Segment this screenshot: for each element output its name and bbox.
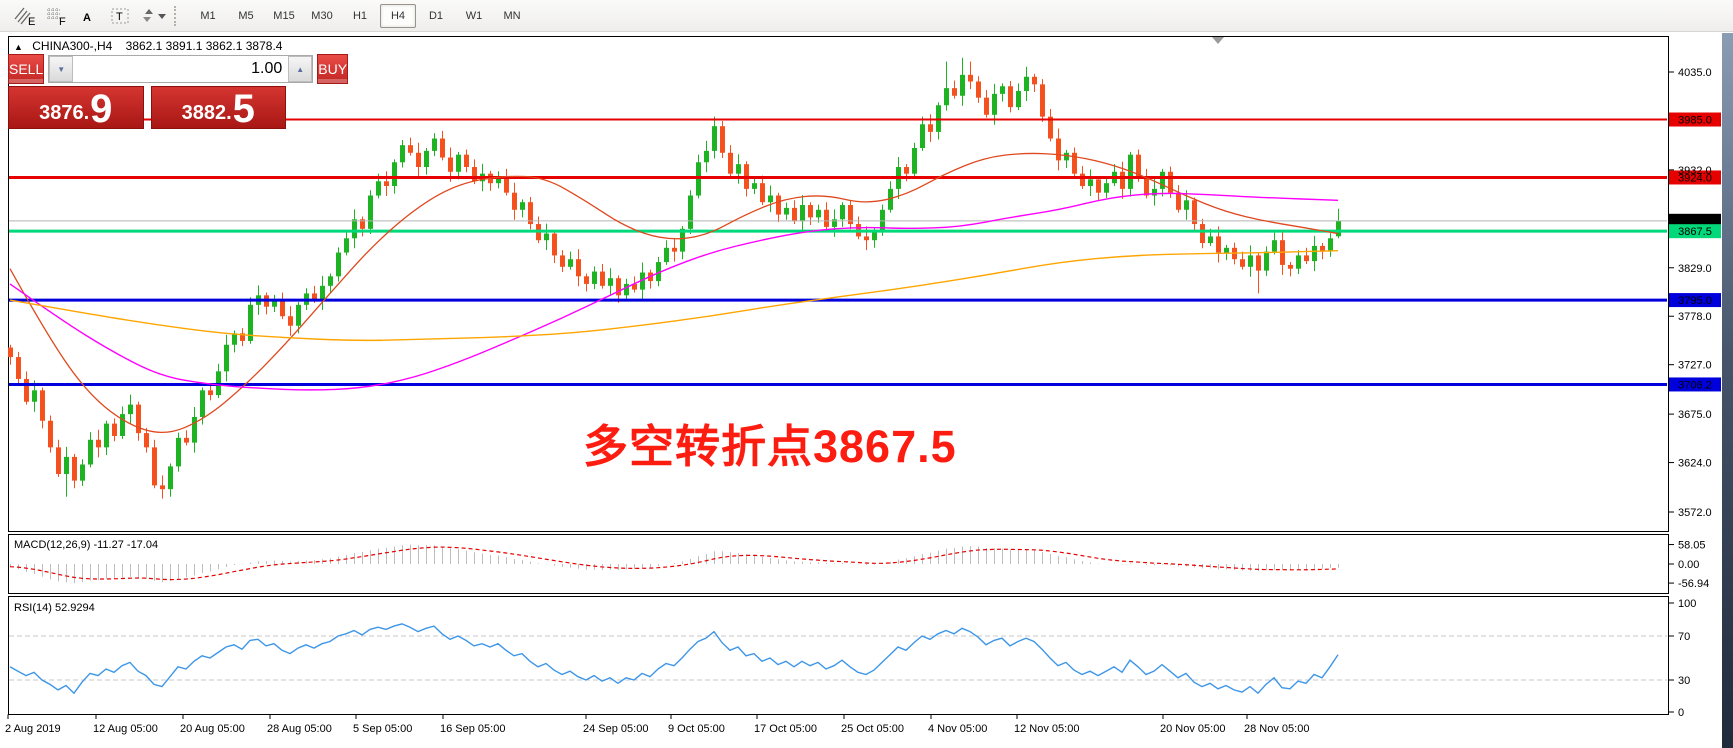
svg-text:25 Oct 05:00: 25 Oct 05:00 <box>841 723 904 735</box>
timeframe-button-group: M1 M5 M15 M30 H1 H4 D1 W1 MN <box>190 3 532 28</box>
tf-button-d1[interactable]: D1 <box>428 9 444 22</box>
svg-text:28 Aug 05:00: 28 Aug 05:00 <box>267 723 332 735</box>
textbox-icon[interactable]: T <box>104 3 136 29</box>
price-axis: 3985.03924.03878.43867.53795.03706.24035… <box>1668 67 1721 519</box>
candles-layer <box>8 57 1341 499</box>
moving-averages-layer <box>9 152 1339 433</box>
collapse-panel-icon[interactable]: ▲ <box>14 42 23 52</box>
chart-annotation-text: 多空转折点3867.5 <box>583 421 957 472</box>
svg-text:17 Oct 05:00: 17 Oct 05:00 <box>754 723 817 735</box>
svg-text:24 Sep 05:00: 24 Sep 05:00 <box>583 723 648 735</box>
svg-text:E: E <box>28 16 35 26</box>
svg-text:3727.0: 3727.0 <box>1678 360 1712 372</box>
ma-fast <box>9 152 1339 433</box>
ask-price-big-digit: 5 <box>232 87 255 132</box>
svg-text:2 Aug 2019: 2 Aug 2019 <box>5 723 61 735</box>
volume-input[interactable] <box>73 56 289 82</box>
svg-text:3706.2: 3706.2 <box>1678 379 1712 391</box>
rsi-pane: 100 70 30 0 <box>9 598 1696 719</box>
time-axis: 2 Aug 2019 12 Aug 05:00 20 Aug 05:00 28 Aug… <box>5 714 1309 735</box>
svg-text:3795.0: 3795.0 <box>1678 295 1712 307</box>
svg-text:0: 0 <box>1678 707 1684 719</box>
svg-text:30: 30 <box>1678 675 1690 687</box>
ma-slow <box>9 249 1339 342</box>
svg-text:12 Nov 05:00: 12 Nov 05:00 <box>1014 723 1079 735</box>
window-edge-strip <box>1722 33 1733 748</box>
bid-price-big-digit: 9 <box>90 87 113 132</box>
svg-text:4035.0: 4035.0 <box>1678 67 1712 79</box>
svg-text:3867.5: 3867.5 <box>1678 226 1712 238</box>
macd-label: MACD(12,26,9) -11.27 -17.04 <box>14 539 158 551</box>
one-click-trading-panel: SELL ▼ ▲ BUY 3876.9 3882.5 <box>8 54 349 132</box>
pane-borders <box>8 36 1669 715</box>
svg-text:A: A <box>83 12 91 24</box>
buy-button[interactable]: BUY <box>317 54 349 84</box>
volume-decrease-icon[interactable]: ▼ <box>49 56 74 82</box>
svg-text:9 Oct 05:00: 9 Oct 05:00 <box>668 723 725 735</box>
svg-text:3778.0: 3778.0 <box>1678 311 1712 323</box>
macd-pane: 58.05 0.00 -56.94 <box>9 540 1709 590</box>
svg-text:5 Sep 05:00: 5 Sep 05:00 <box>353 723 412 735</box>
chart-shift-marker-icon <box>1212 37 1224 44</box>
tf-button-w1[interactable]: W1 <box>465 9 483 22</box>
svg-text:3624.0: 3624.0 <box>1678 458 1712 470</box>
svg-text:20 Aug 05:00: 20 Aug 05:00 <box>180 723 245 735</box>
bid-price-main: 3876 <box>39 102 84 124</box>
tf-button-m1[interactable]: M1 <box>200 9 216 22</box>
bid-price-panel[interactable]: 3876. 9 <box>8 86 144 129</box>
tf-button-mn[interactable]: MN <box>503 9 521 22</box>
ask-price-dot: . <box>226 102 232 124</box>
chart-canvas[interactable]: 3985.03924.03878.43867.53795.03706.24035… <box>0 32 1733 748</box>
svg-text:70: 70 <box>1678 631 1690 643</box>
svg-text:3675.0: 3675.0 <box>1678 409 1712 421</box>
volume-increase-icon[interactable]: ▲ <box>288 56 313 82</box>
svg-text:3829.0: 3829.0 <box>1678 263 1712 275</box>
volume-spinner: ▼ ▲ <box>48 55 314 83</box>
toolbar: E F A T M1 M5 M15 M30 H1 H4 D1 W1 MN <box>0 0 1733 32</box>
svg-text:3924.0: 3924.0 <box>1678 172 1712 184</box>
ohlc-readout: 3862.1 3891.1 3862.1 3878.4 <box>125 39 283 53</box>
chart-hatch-icon[interactable]: E <box>8 3 40 29</box>
tf-button-h1[interactable]: H1 <box>352 9 368 22</box>
ma-medium <box>9 192 1339 391</box>
svg-text:0.00: 0.00 <box>1678 559 1699 571</box>
svg-text:3985.0: 3985.0 <box>1678 115 1712 127</box>
tf-button-m30[interactable]: M30 <box>311 9 333 22</box>
tf-button-m15[interactable]: M15 <box>273 9 295 22</box>
rsi-label: RSI(14) 52.9294 <box>14 602 95 614</box>
swap-arrows-icon[interactable] <box>136 3 168 29</box>
grid-f-icon[interactable]: F <box>40 3 72 29</box>
svg-text:T: T <box>116 11 123 23</box>
svg-text:-56.94: -56.94 <box>1678 578 1709 590</box>
svg-text:28 Nov 05:00: 28 Nov 05:00 <box>1244 723 1309 735</box>
sell-button[interactable]: SELL <box>8 54 45 84</box>
ask-price-panel[interactable]: 3882. 5 <box>150 86 286 132</box>
symbol-name: CHINA300-,H4 <box>32 39 113 53</box>
svg-text:3572.0: 3572.0 <box>1678 507 1712 519</box>
svg-text:58.05: 58.05 <box>1678 540 1706 552</box>
svg-text:16 Sep 05:00: 16 Sep 05:00 <box>440 723 505 735</box>
svg-text:12 Aug 05:00: 12 Aug 05:00 <box>93 723 158 735</box>
symbol-header: ▲ CHINA300-,H4 3862.1 3891.1 3862.1 3878… <box>14 39 282 53</box>
svg-text:3932.0: 3932.0 <box>1678 165 1712 177</box>
bid-price-dot: . <box>83 102 90 124</box>
svg-text:4 Nov 05:00: 4 Nov 05:00 <box>928 723 987 735</box>
svg-text:100: 100 <box>1678 598 1696 610</box>
toolbar-grip <box>174 5 182 26</box>
ask-price-main: 3882 <box>181 102 227 124</box>
tf-button-h4[interactable]: H4 <box>380 3 416 28</box>
svg-text:F: F <box>59 16 66 26</box>
svg-text:20 Nov 05:00: 20 Nov 05:00 <box>1160 723 1225 735</box>
text-a-icon[interactable]: A <box>72 3 104 29</box>
tf-button-m5[interactable]: M5 <box>238 9 254 22</box>
